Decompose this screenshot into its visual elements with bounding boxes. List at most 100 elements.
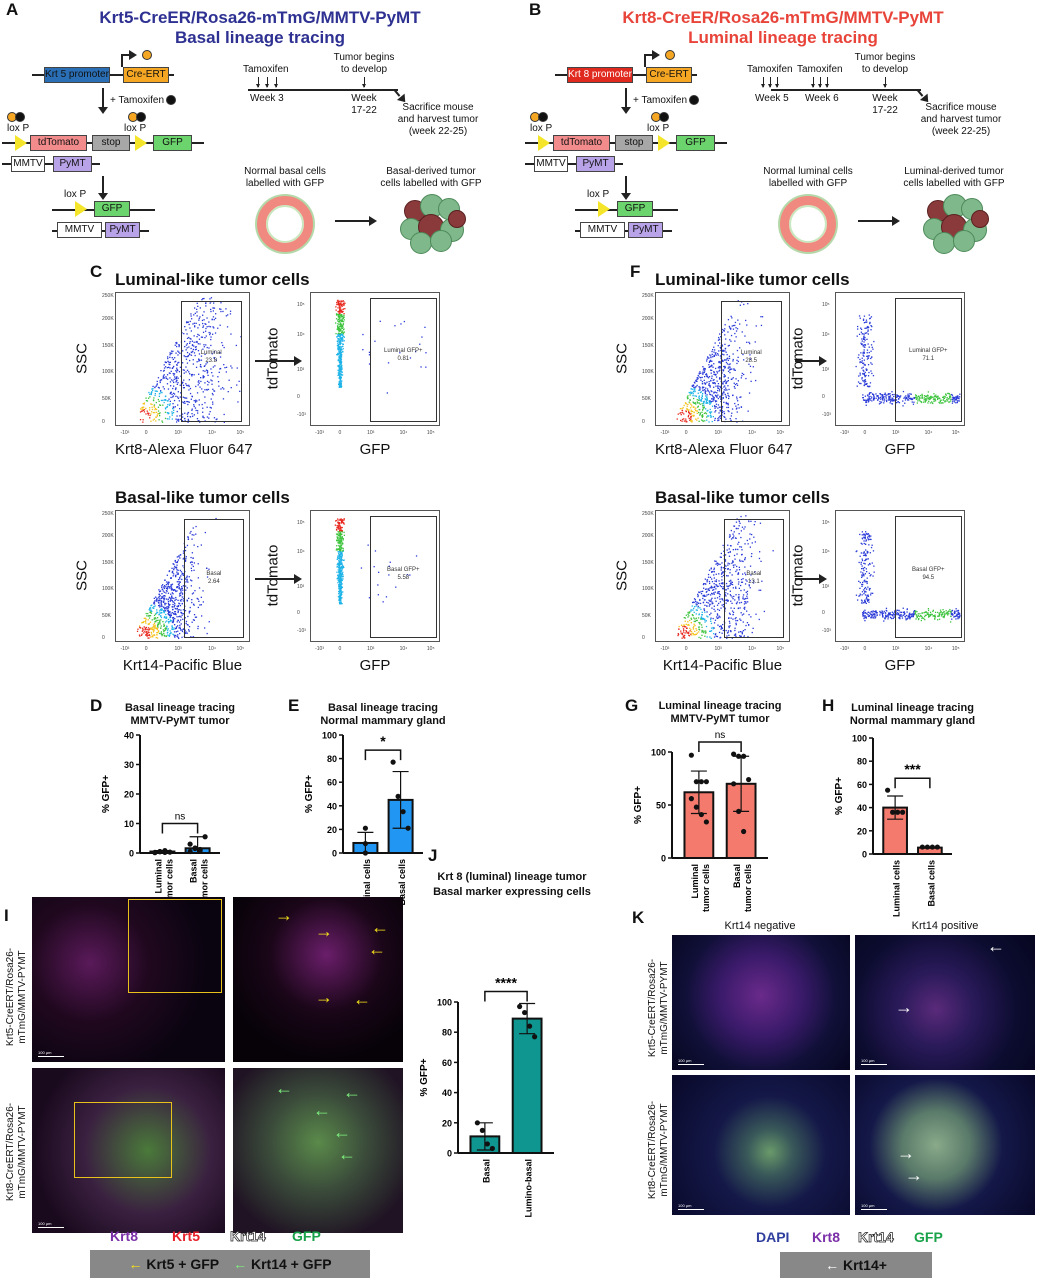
event-dot xyxy=(158,600,161,602)
event-dot xyxy=(863,617,865,620)
event-dot xyxy=(865,549,867,551)
event-dot xyxy=(867,385,869,388)
y-tick-label: 10⁵ xyxy=(297,520,305,527)
event-dot xyxy=(916,616,918,619)
event-dot xyxy=(701,383,704,385)
event-dot xyxy=(882,396,884,398)
event-dot xyxy=(919,615,921,618)
event-dot xyxy=(713,592,715,594)
event-dot xyxy=(875,611,877,613)
event-dot xyxy=(172,633,174,635)
event-dot xyxy=(197,384,199,386)
event-dot xyxy=(338,577,340,580)
event-dot xyxy=(338,373,341,375)
event-dot xyxy=(342,565,344,567)
y-tick-label: 10³ xyxy=(297,583,305,590)
event-dot xyxy=(888,393,890,395)
event-dot xyxy=(710,369,712,371)
event-dot xyxy=(949,395,951,397)
event-dot xyxy=(152,624,155,626)
event-dot xyxy=(338,309,341,311)
event-dot xyxy=(208,347,210,349)
event-dot xyxy=(149,407,151,409)
event-dot xyxy=(337,314,339,316)
event-dot xyxy=(928,398,930,401)
event-dot xyxy=(337,533,339,535)
event-dot xyxy=(954,612,956,614)
event-dot xyxy=(688,412,691,414)
event-dot xyxy=(865,400,867,402)
event-dot xyxy=(185,358,188,360)
event-dot xyxy=(340,571,342,574)
event-dot xyxy=(341,583,343,585)
event-dot xyxy=(156,632,158,634)
event-dot xyxy=(184,617,186,619)
event-dot xyxy=(699,623,701,625)
event-dot xyxy=(715,406,717,408)
pymt-box: PyMT xyxy=(53,156,92,172)
event-dot xyxy=(958,400,960,402)
event-dot xyxy=(155,411,158,413)
event-dot xyxy=(726,637,728,639)
event-dot xyxy=(162,621,164,623)
event-dot xyxy=(715,354,717,356)
event-dot xyxy=(939,397,941,400)
event-dot xyxy=(212,310,214,312)
event-dot xyxy=(163,388,165,390)
event-dot xyxy=(916,402,918,404)
event-dot xyxy=(698,411,700,414)
event-dot xyxy=(338,548,340,550)
event-dot xyxy=(230,333,232,335)
event-dot xyxy=(710,600,712,602)
event-dot xyxy=(339,329,341,331)
event-dot xyxy=(744,629,746,631)
tamoxifen-step-label: + Tamoxifen xyxy=(633,95,688,106)
event-dot xyxy=(184,417,186,420)
y-axis-label: tdTomato xyxy=(789,544,807,607)
event-dot xyxy=(868,393,870,395)
event-dot xyxy=(743,607,745,609)
event-dot xyxy=(158,393,161,395)
event-dot xyxy=(177,599,179,601)
event-dot xyxy=(749,538,751,540)
event-dot xyxy=(726,635,728,637)
event-dot xyxy=(949,394,951,396)
event-dot xyxy=(340,348,342,350)
event-dot xyxy=(929,398,932,400)
x-tick-label: 10⁵ xyxy=(236,430,245,436)
event-dot xyxy=(720,336,722,338)
event-dot xyxy=(340,362,342,365)
event-dot xyxy=(863,611,865,613)
x-axis-label: GFP xyxy=(884,441,916,458)
event-dot xyxy=(870,392,872,394)
event-dot xyxy=(177,578,180,581)
event-dot xyxy=(170,588,173,590)
event-dot xyxy=(185,581,187,583)
event-dot xyxy=(719,346,721,349)
event-dot xyxy=(921,397,923,399)
panel-c-letter: C xyxy=(90,262,103,281)
event-dot xyxy=(188,629,190,631)
event-dot xyxy=(177,625,179,627)
event-dot xyxy=(213,351,216,353)
event-dot xyxy=(859,555,861,557)
event-dot xyxy=(908,397,911,399)
event-dot xyxy=(860,343,863,346)
event-dot xyxy=(729,551,731,553)
event-dot xyxy=(152,634,154,636)
event-dot xyxy=(153,397,155,399)
event-dot xyxy=(703,587,705,589)
event-dot xyxy=(172,593,174,595)
event-dot xyxy=(711,369,713,371)
event-dot xyxy=(861,575,863,577)
event-dot xyxy=(872,575,874,577)
event-dot xyxy=(171,620,173,622)
event-dot xyxy=(744,606,746,608)
event-dot xyxy=(168,635,171,637)
event-dot xyxy=(202,298,204,300)
event-dot xyxy=(190,330,192,332)
event-dot xyxy=(210,310,212,313)
event-dot xyxy=(171,597,174,599)
event-dot xyxy=(162,377,164,379)
event-dot xyxy=(339,596,341,598)
